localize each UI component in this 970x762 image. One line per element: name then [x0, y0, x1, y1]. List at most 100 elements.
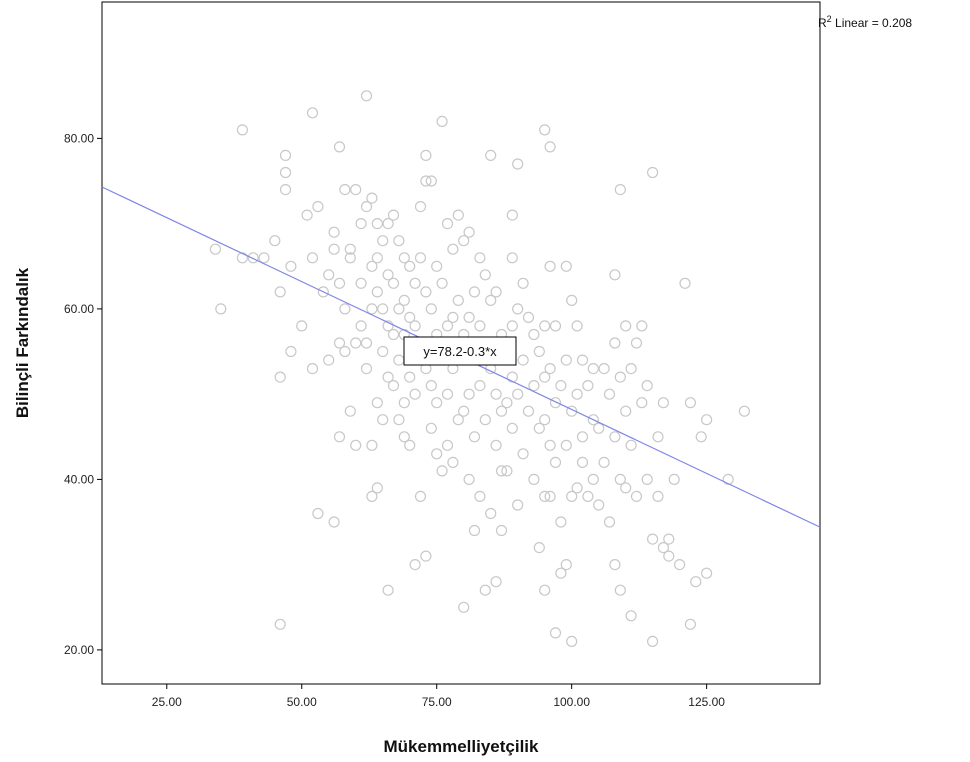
data-point: [350, 337, 362, 349]
data-point: [555, 380, 567, 392]
data-point: [360, 90, 373, 102]
data-point: [539, 414, 551, 426]
data-point: [328, 226, 340, 238]
data-point: [366, 260, 378, 272]
y-tick-label: 40.00: [64, 472, 94, 486]
data-point: [485, 149, 497, 161]
data-point: [506, 422, 518, 434]
data-point: [522, 311, 535, 323]
data-point: [393, 235, 405, 247]
data-point: [431, 397, 443, 409]
data-point: [333, 277, 346, 289]
data-point: [506, 209, 518, 221]
data-point: [738, 405, 751, 417]
data-point: [447, 311, 459, 323]
data-point: [566, 490, 578, 502]
x-tick-label: 75.00: [422, 695, 452, 709]
data-point: [598, 363, 610, 375]
data-point: [479, 269, 491, 281]
data-point: [306, 252, 319, 264]
data-point: [360, 363, 373, 375]
data-point: [274, 371, 286, 383]
data-point: [258, 252, 270, 264]
data-point: [279, 184, 292, 196]
data-point: [458, 601, 470, 613]
data-point: [441, 388, 454, 400]
data-point: [620, 482, 632, 494]
data-point: [690, 576, 702, 588]
data-point: [539, 584, 551, 596]
data-point: [582, 490, 594, 502]
data-point: [436, 115, 448, 128]
data-point: [566, 405, 578, 417]
data-point: [431, 448, 443, 460]
data-point: [350, 439, 362, 451]
data-point: [377, 235, 389, 247]
data-point: [414, 490, 427, 502]
data-point: [652, 490, 664, 502]
data-point: [641, 473, 653, 485]
data-point: [355, 320, 367, 332]
data-point: [404, 371, 416, 383]
data-point: [425, 422, 437, 434]
data-point: [549, 627, 562, 639]
data-point: [371, 252, 383, 264]
data-point: [344, 405, 356, 417]
data-point: [360, 201, 373, 213]
data-point: [501, 465, 513, 477]
data-point: [463, 311, 475, 323]
y-axis-title: Bilinçli Farkındalık: [13, 267, 32, 418]
data-point: [539, 320, 551, 332]
data-point: [555, 516, 567, 528]
data-point: [425, 380, 437, 392]
data-point: [360, 337, 373, 349]
data-point: [328, 516, 340, 528]
data-point: [614, 584, 626, 596]
data-point: [533, 345, 545, 358]
data-point: [522, 405, 535, 417]
data-point: [328, 243, 340, 255]
data-point: [274, 286, 286, 298]
data-point: [587, 363, 599, 375]
x-axis: 25.00 50.00 75.00 100.00 125.00: [152, 684, 725, 709]
data-point: [279, 149, 292, 161]
data-point: [593, 499, 605, 511]
data-point: [544, 490, 556, 502]
data-point: [539, 371, 551, 383]
data-point: [684, 618, 697, 630]
data-point: [625, 610, 637, 622]
data-point: [398, 397, 410, 409]
data-point: [549, 320, 562, 332]
data-point: [377, 414, 389, 426]
data-point: [700, 567, 713, 579]
data-point: [344, 243, 356, 255]
data-point: [636, 397, 648, 409]
data-point: [620, 405, 632, 417]
data-point: [458, 405, 470, 417]
data-point: [485, 507, 497, 520]
data-point: [609, 269, 621, 281]
data-point: [485, 294, 497, 306]
data-point: [452, 294, 464, 306]
data-point: [636, 320, 648, 332]
data-point: [544, 141, 556, 153]
data-point: [614, 371, 626, 383]
data-point: [382, 320, 394, 332]
data-point: [420, 175, 432, 187]
data-point: [404, 260, 416, 272]
data-point: [593, 422, 605, 434]
data-point: [285, 345, 297, 358]
data-point: [663, 550, 675, 562]
data-point: [566, 635, 578, 648]
data-point: [560, 354, 572, 366]
data-point: [539, 490, 551, 502]
data-point: [479, 414, 491, 426]
data-point: [679, 277, 691, 289]
data-point: [274, 618, 286, 630]
data-point: [425, 175, 437, 187]
data-point: [495, 405, 508, 417]
data-point: [425, 303, 437, 315]
data-point: [463, 473, 475, 485]
data-point: [501, 397, 513, 409]
